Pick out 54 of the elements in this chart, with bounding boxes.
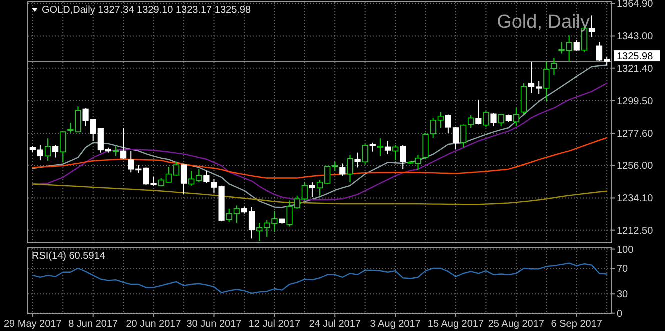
y-tick-label: 1343.00 <box>617 32 654 43</box>
candlestick <box>37 144 44 161</box>
y-tick-label: 1256.00 <box>617 161 654 172</box>
y-tick-label: 100 <box>617 244 634 256</box>
x-tick-label: 20 Jun 2017 <box>126 319 182 330</box>
candlestick <box>588 15 596 38</box>
candlestick <box>490 112 497 127</box>
candlestick <box>400 144 406 170</box>
candlestick <box>362 144 368 165</box>
y-tick-label: 1364.90 <box>617 0 654 10</box>
candlestick <box>483 110 490 128</box>
candlestick <box>120 128 127 160</box>
x-tick-label: 30 Jun 2017 <box>186 319 242 330</box>
y-tick-label: 1234.10 <box>617 194 654 205</box>
candlestick <box>384 140 392 155</box>
text: Gold, Daily <box>497 12 590 33</box>
y-tick-label: 1321.40 <box>617 64 654 75</box>
y-tick-label: 70 <box>617 264 629 276</box>
candlestick <box>60 130 66 164</box>
x-tick-label: 29 May 2017 <box>4 319 62 330</box>
y-tick-label: 1299.50 <box>617 96 654 108</box>
y-tick-label: 30 <box>617 290 629 301</box>
x-tick-label: 12 Jul 2017 <box>248 319 301 330</box>
x-tick-label: 8 Jun 2017 <box>68 319 119 330</box>
candlestick <box>551 58 558 76</box>
chart-subtitle: GOLD,Daily 1327.34 1329.10 1323.17 1325.98 <box>42 5 252 16</box>
chart-title: RSI(14) 60.5914 <box>32 251 106 262</box>
candlestick <box>347 154 354 183</box>
candlestick <box>354 152 361 168</box>
candlestick <box>574 40 580 52</box>
candlestick <box>460 124 467 148</box>
x-tick-label: 24 Jul 2017 <box>309 319 362 330</box>
candlestick <box>498 114 504 127</box>
x-tick-label: 15 Aug 2017 <box>428 319 485 330</box>
candlestick <box>392 144 399 161</box>
ref-line-label: 1325.98 <box>617 52 654 63</box>
x-tick-label: 3 Aug 2017 <box>370 319 422 330</box>
candlestick <box>377 138 384 157</box>
candlestick <box>180 164 188 195</box>
line-series <box>32 262 608 294</box>
y-tick-label: 1212.50 <box>617 226 654 237</box>
x-tick-label: 25 Aug 2017 <box>488 319 545 330</box>
candlestick <box>513 108 520 127</box>
candlestick <box>44 138 52 162</box>
candlestick <box>544 61 550 102</box>
x-tick-label: 6 Sep 2017 <box>551 319 603 330</box>
candlestick <box>309 182 316 198</box>
candlestick <box>422 132 429 160</box>
y-tick-label: 0 <box>617 308 623 320</box>
candlestick <box>468 115 474 129</box>
candlestick <box>340 163 346 176</box>
candlestick <box>476 99 482 126</box>
y-tick-label: 1277.60 <box>617 129 654 140</box>
candlestick <box>52 144 59 158</box>
